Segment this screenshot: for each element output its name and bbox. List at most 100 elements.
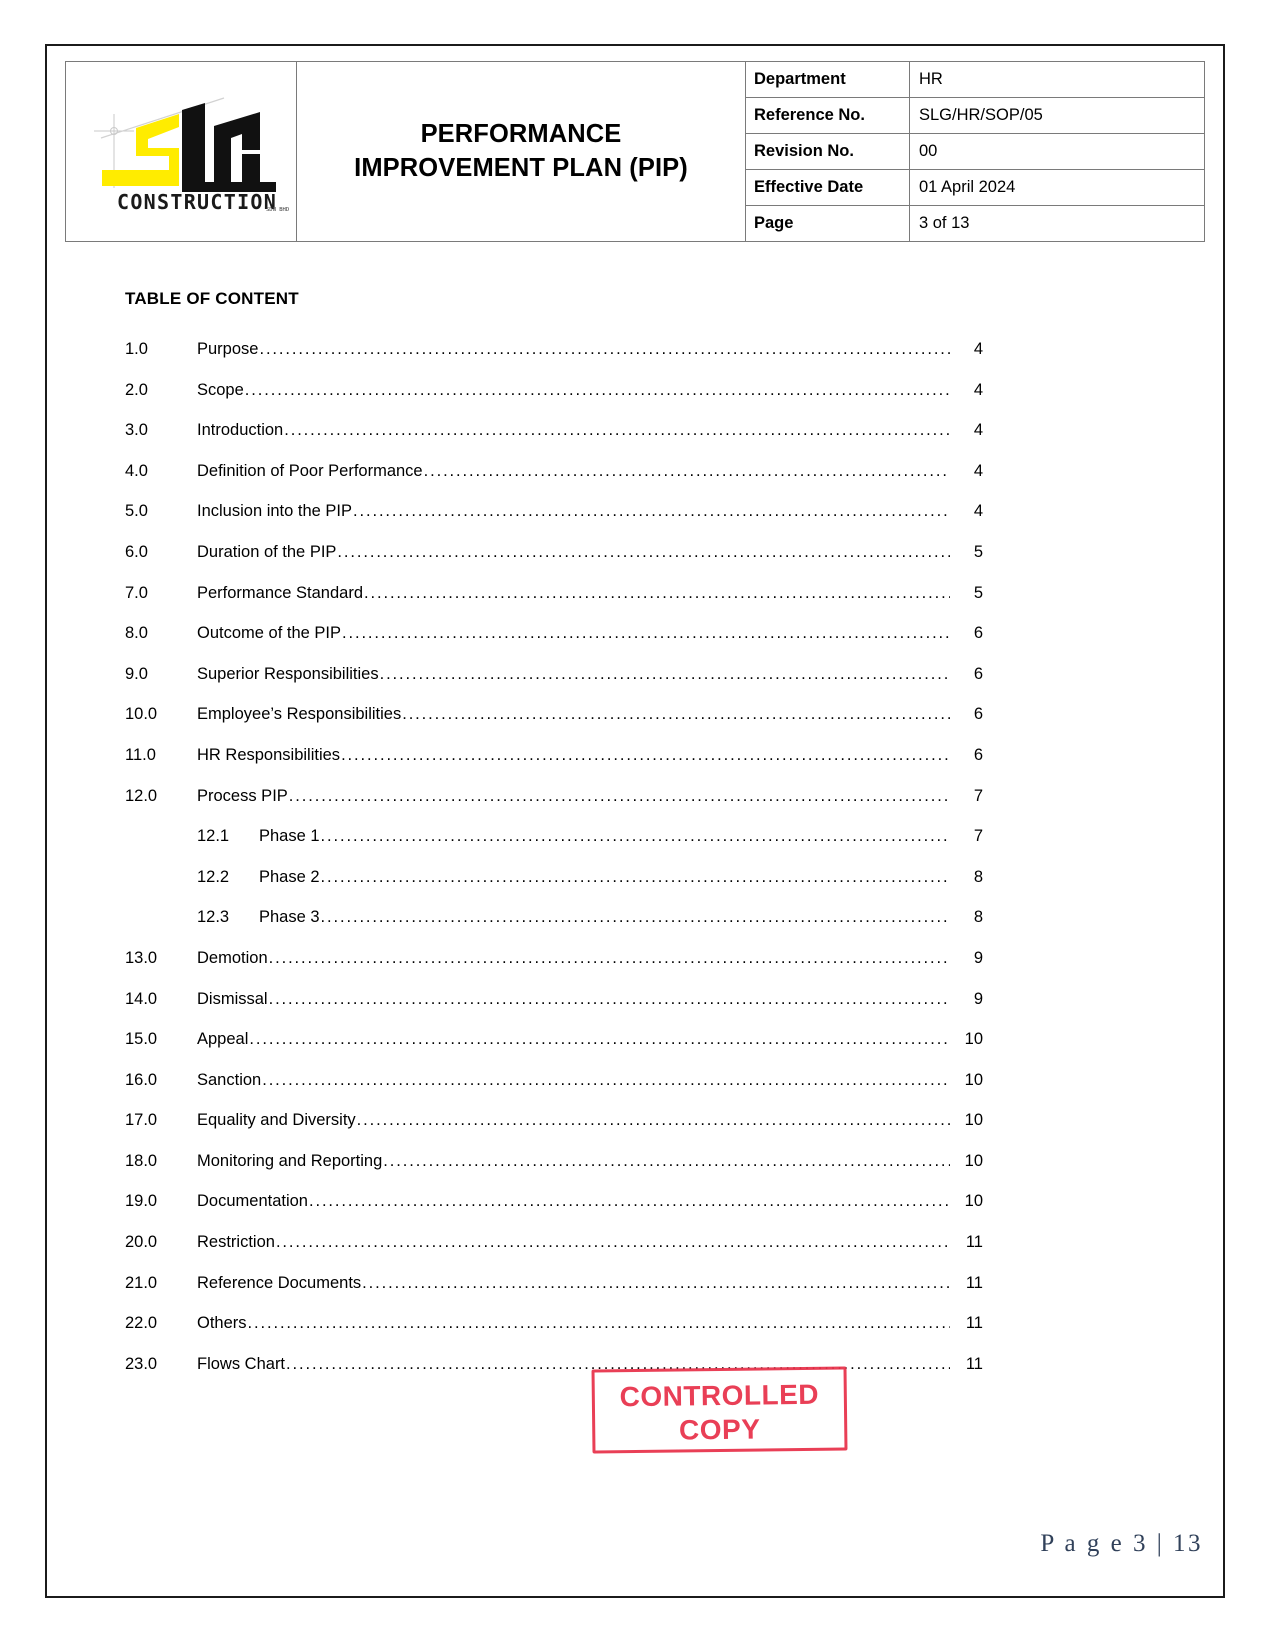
company-logo-cell: CONSTRUCTION SDN BHD bbox=[65, 61, 297, 242]
footer-current-page: 3 bbox=[1132, 1530, 1148, 1557]
toc-leader-dots: ........................................… bbox=[244, 380, 950, 399]
toc-entry[interactable]: 5.0 Inclusion into the PIP...............… bbox=[125, 491, 983, 532]
toc-entry[interactable]: 4.0 Definition of Poor Performance.......… bbox=[125, 451, 983, 492]
toc-entry[interactable]: 14.0 Dismissal...........................… bbox=[125, 979, 983, 1020]
toc-entry[interactable]: 11.0 HR Responsibilities.................… bbox=[125, 735, 983, 776]
toc-leader-dots: ........................................… bbox=[383, 1151, 950, 1170]
toc-entry[interactable]: 20.0 Restriction.........................… bbox=[125, 1222, 983, 1263]
toc-entry-page: 5 bbox=[973, 542, 983, 561]
toc-entry-label: Purpose bbox=[197, 340, 259, 358]
toc-entry[interactable]: 3.0 Introduction.........................… bbox=[125, 410, 983, 451]
page-footer: P a g e 3 | 13 bbox=[1040, 1530, 1203, 1558]
toc-entry-number: 11.0 bbox=[125, 745, 156, 764]
toc-leader-dots: ........................................… bbox=[268, 948, 950, 967]
toc-entry[interactable]: 12.3 Phase 3.............................… bbox=[125, 897, 983, 938]
toc-entry-number: 20.0 bbox=[125, 1233, 158, 1252]
toc-entry[interactable]: 16.0 Sanction............................… bbox=[125, 1060, 983, 1101]
toc-entry[interactable]: 18.0 Monitoring and Reporting............… bbox=[125, 1141, 983, 1182]
toc-entry-label: Outcome of the PIP bbox=[197, 624, 341, 643]
toc-entry-number: 10.0 bbox=[125, 705, 158, 724]
toc-entry-label: Demotion bbox=[197, 948, 268, 967]
toc-entry[interactable]: 1.0 Purpose..............................… bbox=[125, 329, 983, 370]
toc-entry[interactable]: 23.0 Flows Chart.........................… bbox=[125, 1344, 983, 1385]
toc-entry[interactable]: 15.0 Appeal..............................… bbox=[125, 1019, 983, 1060]
toc-entry[interactable]: 8.0 Outcome of the PIP...................… bbox=[125, 613, 983, 654]
toc-entry-label: Performance Standard bbox=[197, 583, 364, 602]
toc-leader-dots: ........................................… bbox=[320, 827, 950, 846]
toc-entry-page: 11 bbox=[965, 1314, 983, 1333]
toc-entry-number: 8.0 bbox=[125, 624, 148, 643]
toc-leader-dots: ........................................… bbox=[320, 867, 950, 886]
document-page: CONSTRUCTION SDN BHD PERFORMANCE IMPROVE… bbox=[45, 44, 1225, 1598]
toc-entry[interactable]: 12.0 Process PIP.........................… bbox=[125, 776, 983, 817]
table-of-content-list: 1.0 Purpose..............................… bbox=[125, 329, 983, 1384]
footer-total-pages: 13 bbox=[1173, 1530, 1203, 1557]
toc-entry-label: Process PIP bbox=[197, 786, 288, 805]
document-title-line1: PERFORMANCE bbox=[420, 120, 622, 149]
toc-entry-label: Employee’s Responsibilities bbox=[197, 705, 402, 724]
toc-entry-label: Definition of Poor Performance bbox=[197, 461, 423, 480]
toc-entry-label: Equality and Diversity bbox=[197, 1111, 356, 1130]
controlled-copy-stamp: CONTROLLED COPY bbox=[591, 1366, 848, 1454]
toc-leader-dots: ........................................… bbox=[362, 1273, 950, 1292]
toc-entry-page: 4 bbox=[973, 421, 983, 440]
toc-entry[interactable]: 2.0 Scope................................… bbox=[125, 370, 983, 411]
toc-entry-page: 9 bbox=[973, 948, 983, 967]
toc-entry-number: 17.0 bbox=[125, 1111, 158, 1130]
toc-entry[interactable]: 10.0 Employee’s Responsibilities.........… bbox=[125, 694, 983, 735]
footer-separator: | bbox=[1156, 1530, 1165, 1557]
meta-value-department: HR bbox=[909, 61, 1205, 98]
toc-entry[interactable]: 19.0 Documentation.......................… bbox=[125, 1181, 983, 1222]
footer-prefix: P a g e bbox=[1040, 1530, 1125, 1557]
toc-entry[interactable]: 13.0 Demotion............................… bbox=[125, 938, 983, 979]
toc-entry-page: 5 bbox=[973, 583, 983, 602]
stamp-line-1: CONTROLLED bbox=[619, 1378, 820, 1413]
toc-entry-page: 7 bbox=[973, 827, 983, 846]
toc-entry-number: 19.0 bbox=[125, 1192, 158, 1211]
toc-entry-label: Phase 3 bbox=[259, 908, 320, 927]
toc-leader-dots: ........................................… bbox=[320, 908, 950, 927]
toc-entry[interactable]: 21.0 Reference Documents.................… bbox=[125, 1263, 983, 1304]
toc-entry-label: HR Responsibilities bbox=[197, 745, 341, 764]
toc-leader-dots: ........................................… bbox=[275, 1233, 950, 1252]
toc-entry-label: Phase 1 bbox=[259, 827, 320, 846]
document-title-line2: IMPROVEMENT PLAN (PIP) bbox=[354, 153, 688, 182]
slg-construction-logo: CONSTRUCTION SDN BHD bbox=[74, 86, 289, 218]
document-title-cell: PERFORMANCE IMPROVEMENT PLAN (PIP) bbox=[296, 61, 746, 242]
toc-entry-label: Reference Documents bbox=[197, 1273, 362, 1292]
toc-entry[interactable]: 6.0 Duration of the PIP..................… bbox=[125, 532, 983, 573]
toc-entry[interactable]: 12.2 Phase 2.............................… bbox=[125, 857, 983, 898]
toc-entry[interactable]: 9.0 Superior Responsibilities............… bbox=[125, 654, 983, 695]
toc-entry-number: 7.0 bbox=[125, 583, 148, 602]
toc-entry[interactable]: 7.0 Performance Standard.................… bbox=[125, 573, 983, 614]
toc-leader-dots: ........................................… bbox=[356, 1111, 950, 1130]
toc-entry-page: 6 bbox=[973, 624, 983, 643]
toc-entry-page: 4 bbox=[973, 380, 983, 399]
toc-leader-dots: ........................................… bbox=[364, 583, 950, 602]
toc-leader-dots: ........................................… bbox=[308, 1192, 950, 1211]
toc-entry[interactable]: 12.1 Phase 1.............................… bbox=[125, 816, 983, 857]
toc-entry[interactable]: 22.0 Others..............................… bbox=[125, 1303, 983, 1344]
toc-entry-label: Appeal bbox=[197, 1030, 249, 1049]
meta-label-page: Page bbox=[745, 205, 910, 242]
toc-entry-label: Introduction bbox=[197, 421, 284, 440]
toc-entry-number: 2.0 bbox=[125, 380, 148, 399]
toc-entry-page: 4 bbox=[973, 340, 983, 358]
table-of-content-heading: TABLE OF CONTENT bbox=[125, 289, 299, 308]
toc-entry-page: 11 bbox=[965, 1354, 983, 1373]
toc-entry-number: 12.2 bbox=[197, 867, 230, 886]
toc-entry-number: 5.0 bbox=[125, 502, 148, 521]
toc-entry[interactable]: 17.0 Equality and Diversity..............… bbox=[125, 1100, 983, 1141]
toc-leader-dots: ........................................… bbox=[341, 745, 950, 764]
document-header-table: CONSTRUCTION SDN BHD PERFORMANCE IMPROVE… bbox=[65, 61, 1205, 242]
toc-leader-dots: ........................................… bbox=[342, 624, 950, 643]
meta-value-page: 3 of 13 bbox=[909, 205, 1205, 242]
toc-entry-number: 18.0 bbox=[125, 1151, 158, 1170]
toc-entry-page: 4 bbox=[973, 461, 983, 480]
meta-label-effective-date: Effective Date bbox=[745, 169, 910, 206]
toc-leader-dots: ........................................… bbox=[262, 1070, 950, 1089]
toc-leader-dots: ........................................… bbox=[288, 786, 950, 805]
toc-entry-number: 12.3 bbox=[197, 908, 230, 927]
toc-entry-label: Duration of the PIP bbox=[197, 542, 337, 561]
logo-suffix: SDN BHD bbox=[266, 207, 289, 213]
